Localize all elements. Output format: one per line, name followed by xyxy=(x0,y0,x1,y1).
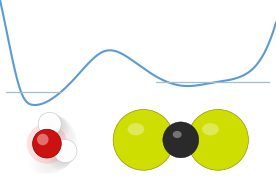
Ellipse shape xyxy=(42,114,63,135)
Ellipse shape xyxy=(39,113,60,134)
Ellipse shape xyxy=(173,131,182,138)
Ellipse shape xyxy=(49,118,70,139)
Ellipse shape xyxy=(51,120,72,141)
Ellipse shape xyxy=(54,139,77,163)
Ellipse shape xyxy=(52,145,73,166)
Ellipse shape xyxy=(56,136,77,157)
Ellipse shape xyxy=(27,124,67,164)
Ellipse shape xyxy=(29,152,50,173)
Ellipse shape xyxy=(37,153,58,174)
Ellipse shape xyxy=(42,114,63,135)
Ellipse shape xyxy=(55,141,76,162)
Ellipse shape xyxy=(40,153,61,174)
Ellipse shape xyxy=(202,123,219,135)
Ellipse shape xyxy=(37,134,49,145)
Ellipse shape xyxy=(43,152,64,173)
Ellipse shape xyxy=(56,130,77,151)
Ellipse shape xyxy=(128,123,144,135)
Ellipse shape xyxy=(38,112,61,136)
Ellipse shape xyxy=(54,143,75,164)
Ellipse shape xyxy=(39,113,60,134)
Ellipse shape xyxy=(45,115,66,136)
Ellipse shape xyxy=(54,125,75,146)
Ellipse shape xyxy=(49,149,70,170)
Ellipse shape xyxy=(32,153,53,174)
Ellipse shape xyxy=(46,151,67,172)
Ellipse shape xyxy=(55,128,76,149)
Ellipse shape xyxy=(56,133,77,154)
Ellipse shape xyxy=(50,148,71,169)
Ellipse shape xyxy=(52,146,73,167)
Ellipse shape xyxy=(49,118,70,139)
Ellipse shape xyxy=(33,129,61,158)
Ellipse shape xyxy=(188,109,248,170)
Ellipse shape xyxy=(113,109,174,170)
Ellipse shape xyxy=(55,141,76,162)
Ellipse shape xyxy=(53,122,74,143)
Ellipse shape xyxy=(51,147,71,168)
Ellipse shape xyxy=(163,122,199,158)
Ellipse shape xyxy=(47,116,68,137)
Ellipse shape xyxy=(34,153,55,174)
Ellipse shape xyxy=(48,149,69,170)
Ellipse shape xyxy=(44,115,65,136)
Ellipse shape xyxy=(47,116,68,137)
Ellipse shape xyxy=(54,143,75,164)
